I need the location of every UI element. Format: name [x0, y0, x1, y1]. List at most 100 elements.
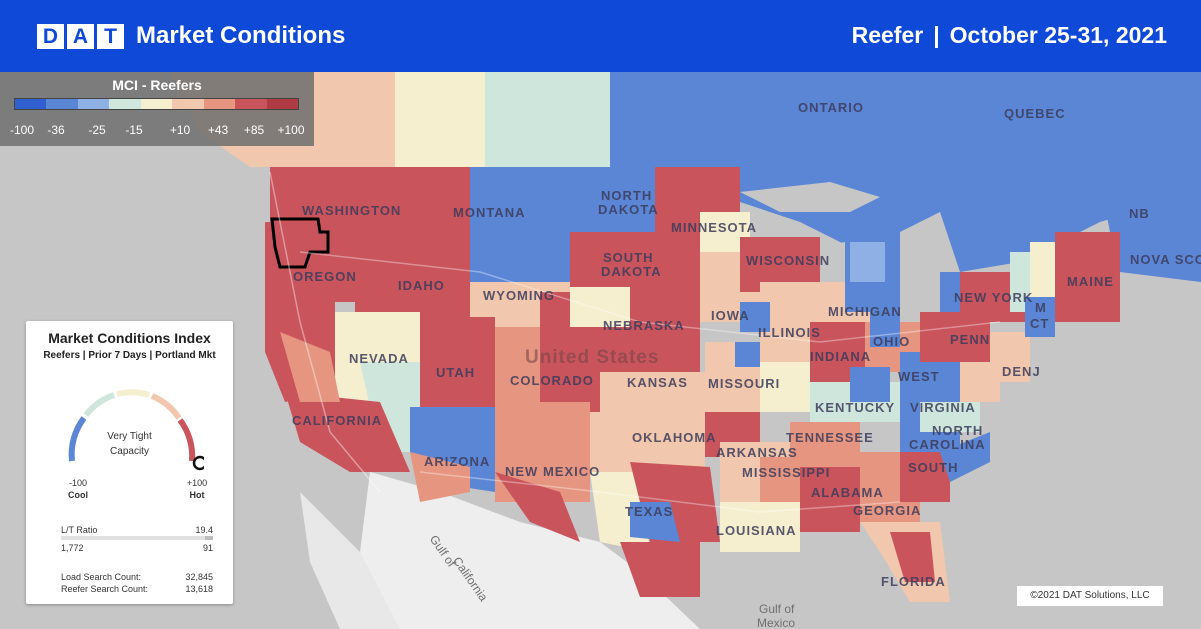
lake-superior [740, 182, 880, 212]
label-indiana: INDIANA [810, 349, 872, 364]
region-kansas [600, 372, 710, 412]
label-georgia: GEORGIA [853, 503, 922, 518]
label-minnesota: MINNESOTA [671, 220, 758, 235]
legend-swatch [203, 99, 236, 109]
label-colorado: COLORADO [510, 373, 594, 388]
legend-title: MCI - Reefers [112, 77, 202, 93]
gauge-status-line1: Very Tight [107, 431, 152, 442]
label-mississippi: MISSISSIPPI [742, 465, 831, 480]
label-illinois: ILLINOIS [758, 325, 821, 340]
market-index-card: Market Conditions Index Reefers | Prior … [26, 321, 233, 604]
label-penn: PENN [950, 332, 991, 347]
legend-tick: +85 [243, 123, 265, 137]
label-south-dakota-2: DAKOTA [601, 264, 662, 279]
region-california-s [285, 392, 410, 472]
label-ontario: ONTARIO [798, 100, 864, 115]
dat-logo: D A T [37, 23, 124, 49]
gauge-arc-neutral [116, 389, 150, 398]
label-maine: MAINE [1067, 274, 1114, 289]
reefer-search-label: Reefer Search Count: [61, 584, 149, 594]
mci-legend: MCI - Reefers -100 -36 -25 -15 +10 +43 +… [0, 72, 314, 146]
label-tennessee: TENNESSEE [786, 430, 874, 445]
region-new-mexico [495, 402, 590, 502]
region-penn [920, 312, 990, 362]
label-nevada: NEVADA [349, 351, 409, 366]
hot-label: Hot [189, 490, 205, 500]
lt-ratio-value: 19.4 [195, 525, 213, 535]
region-manitoba [610, 72, 705, 167]
label-missouri: MISSOURI [708, 376, 781, 391]
region-denj [990, 332, 1030, 382]
region-mo-kc [735, 342, 760, 367]
region-alberta [395, 72, 485, 167]
label-louisiana: LOUISIANA [716, 523, 797, 538]
gauge-arc-hot [177, 418, 196, 462]
header-title: Market Conditions [136, 22, 346, 49]
lt-ratio-bar [61, 536, 213, 540]
gauge-hot-end: +100 Hot [180, 477, 214, 501]
label-nova-scotia: NOVA SCO [1130, 252, 1201, 267]
load-search-label: Load Search Count: [61, 572, 142, 582]
label-ma: M [1035, 300, 1047, 315]
region-il-w [740, 302, 770, 332]
region-utah [420, 317, 495, 407]
label-north-dakota-1: NORTH [601, 188, 653, 203]
label-michigan: MICHIGAN [828, 304, 902, 319]
label-ohio: OHIO [873, 334, 911, 349]
label-ct: CT [1030, 316, 1050, 331]
choropleth-map[interactable]: WASHINGTON OREGON IDAHO MONTANA NORTH DA… [0, 72, 1201, 629]
label-arizona: ARIZONA [424, 454, 491, 469]
region-texas-s [620, 542, 700, 597]
label-oregon: OREGON [293, 269, 357, 284]
region-texas-dallas [630, 502, 680, 542]
region-west-virginia [900, 352, 960, 402]
load-search-value: 32,845 [185, 572, 213, 582]
portland-market-outline [270, 217, 330, 269]
legend-tick: -25 [88, 123, 106, 137]
region-ohio-w [870, 312, 900, 347]
label-idaho: IDAHO [398, 278, 445, 293]
region-north-dakota [570, 167, 660, 232]
gauge-status: Very Tight Capacity [26, 429, 233, 459]
label-washington: WASHINGTON [302, 203, 402, 218]
header-right: Reefer | October 25-31, 2021 [852, 22, 1167, 49]
mci-gauge [68, 389, 204, 471]
legend-tick: +43 [207, 123, 229, 137]
label-new-mexico: NEW MEXICO [505, 464, 601, 479]
label-california: CALIFORNIA [292, 413, 383, 428]
label-north-carolina-1: NORTH [932, 423, 984, 438]
legend-swatch [266, 99, 298, 109]
region-sc [900, 452, 950, 502]
legend-tick: -36 [47, 123, 65, 137]
region-ma [1025, 297, 1055, 337]
region-ontario [705, 72, 940, 252]
label-iowa: IOWA [711, 308, 750, 323]
lt-counts-row: 1,772 91 [61, 543, 213, 553]
region-florida-c [890, 532, 935, 582]
gauge-cool-end: -100 Cool [61, 477, 95, 501]
region-michigan-w [850, 242, 885, 282]
region-maine [1055, 232, 1120, 322]
legend-tick: -100 [9, 123, 35, 137]
reefer-search-value: 13,618 [185, 584, 213, 594]
gauge-arc-cool [68, 416, 87, 462]
label-west-virginia: WEST [898, 369, 940, 384]
legend-tick: -15 [125, 123, 143, 137]
region-wisconsin [740, 237, 820, 292]
label-wisconsin: WISCONSIN [746, 253, 831, 268]
label-virginia: VIRGINIA [910, 400, 976, 415]
label-nebraska: NEBRASKA [603, 318, 685, 333]
legend-swatch [172, 99, 204, 109]
region-mo-e [760, 362, 810, 412]
gauge-arc-cold [83, 392, 116, 417]
region-sc-e [940, 432, 990, 482]
date-range: October 25-31, 2021 [949, 22, 1167, 48]
legend-swatch [235, 99, 267, 109]
road-i5 [269, 171, 381, 493]
region-oklahoma [590, 412, 705, 472]
region-kentucky-c [850, 367, 890, 402]
label-montana: MONTANA [453, 205, 526, 220]
label-wyoming: WYOMING [483, 288, 555, 303]
region-sask [485, 72, 610, 167]
gauge-needle-marker [192, 455, 204, 471]
